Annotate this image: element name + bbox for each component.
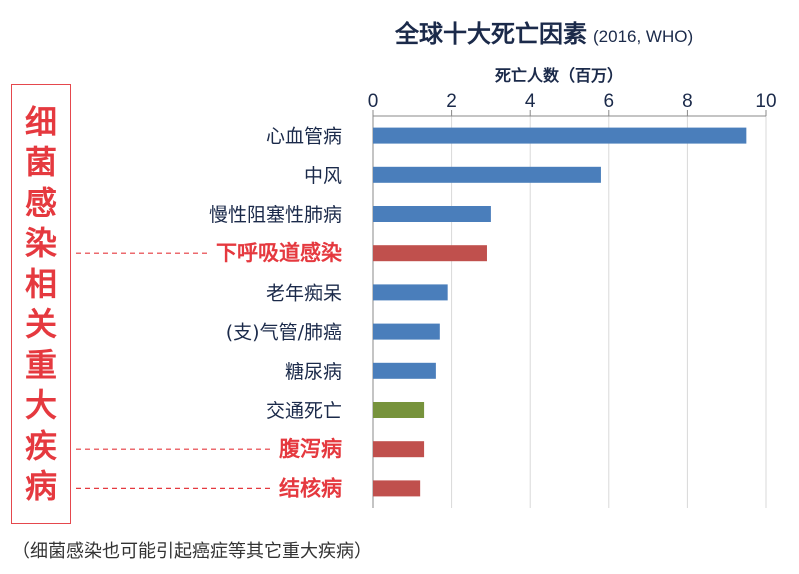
tick-label: 2 <box>446 91 457 112</box>
bacterial-diseases-label: 细菌感染相关重大疾病 <box>24 102 57 506</box>
category-label: (支)气管/肺癌 <box>226 322 342 344</box>
category-label: 下呼吸道感染 <box>216 241 342 265</box>
chart-subtitle: (2016, WHO) <box>593 27 694 46</box>
chart-title-row: 全球十大死亡因素 (2016, WHO) <box>395 14 795 50</box>
category-label: 糖尿病 <box>285 361 342 383</box>
tick-label: 0 <box>368 91 379 112</box>
bar <box>373 362 436 379</box>
footnote: （细菌感染也可能引起癌症等其它重大疾病） <box>12 541 372 562</box>
tick-label: 8 <box>682 91 693 112</box>
bar <box>373 284 448 301</box>
category-label: 中风 <box>304 165 342 187</box>
bar <box>373 441 425 458</box>
bar <box>373 402 425 418</box>
bar <box>373 127 747 144</box>
bar <box>373 480 421 497</box>
x-axis-label: 死亡人数（百万） <box>495 66 624 85</box>
bar <box>373 245 487 262</box>
category-label: 慢性阻塞性肺病 <box>209 204 342 226</box>
tick-label: 4 <box>525 91 536 112</box>
category-label: 腹泻病 <box>279 437 342 461</box>
category-label: 交通死亡 <box>266 400 342 422</box>
bacterial-diseases-box: 细菌感染相关重大疾病 <box>11 84 71 524</box>
bar <box>373 166 601 183</box>
bar <box>373 206 491 222</box>
category-label: 心血管病 <box>266 126 342 148</box>
tick-label: 10 <box>755 91 776 112</box>
tick-label: 6 <box>604 91 615 112</box>
bar <box>373 323 440 340</box>
category-label: 结核病 <box>279 476 342 500</box>
chart-title: 全球十大死亡因素 <box>395 19 587 48</box>
category-label: 老年痴呆 <box>266 282 342 304</box>
